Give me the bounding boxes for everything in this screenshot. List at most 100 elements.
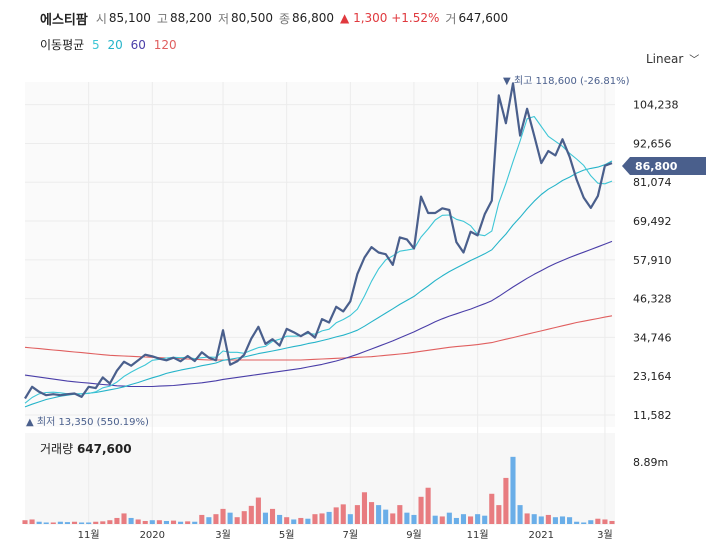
y-tick-label: 23,164 bbox=[633, 370, 672, 383]
volume-bar bbox=[43, 522, 49, 524]
x-tick-label: 3월 bbox=[597, 529, 613, 541]
volume-bar bbox=[29, 519, 35, 524]
moving-average-legend: 이동평균 5 20 60 120 bbox=[40, 36, 181, 53]
ma-legend-item-60[interactable]: 60 bbox=[130, 38, 146, 52]
low-marker: ▲ 최저 13,350 (550.19%) bbox=[26, 416, 149, 428]
volume-bar bbox=[227, 512, 233, 524]
volume-bar bbox=[156, 520, 162, 524]
volume-bar bbox=[383, 509, 389, 524]
high-value: 88,200 bbox=[169, 11, 212, 25]
volume-axis-label: 8.89m bbox=[633, 456, 668, 469]
volume-bar bbox=[595, 518, 601, 524]
volume-bar bbox=[319, 513, 325, 524]
y-tick-label: 57,910 bbox=[633, 254, 672, 267]
volume-bar bbox=[312, 514, 318, 524]
open-label: 시 bbox=[95, 11, 107, 26]
low-label: 저 bbox=[217, 11, 229, 26]
current-price-tag: 86,800 bbox=[622, 157, 706, 175]
volume-panel-title: 거래량 bbox=[40, 442, 74, 456]
ma-legend-item-5[interactable]: 5 bbox=[92, 38, 100, 52]
volume-bar bbox=[234, 517, 240, 524]
volume-bar bbox=[269, 508, 276, 524]
volume-label: 거 bbox=[445, 11, 457, 26]
volume-bar bbox=[79, 522, 85, 524]
volume-bar bbox=[142, 520, 148, 524]
ma-legend-item-120[interactable]: 120 bbox=[153, 38, 177, 52]
volume-plot-area bbox=[25, 433, 615, 525]
ma120-line bbox=[24, 315, 613, 361]
ma60-line bbox=[24, 240, 613, 388]
stock-header: 에스티팜 시 85,100 고 88,200 저 80,500 종 86,800… bbox=[40, 8, 514, 28]
change-value: ▲ 1,300 +1.52% bbox=[340, 11, 440, 25]
volume-bar bbox=[390, 513, 396, 524]
close-value: 86,800 bbox=[292, 11, 335, 25]
y-tick-label: 46,328 bbox=[633, 293, 672, 306]
x-tick-label: 9월 bbox=[406, 529, 422, 541]
volume-bar bbox=[496, 505, 502, 524]
y-tick-label: 81,074 bbox=[633, 176, 672, 189]
volume-bar bbox=[538, 516, 544, 524]
volume-bar bbox=[149, 520, 155, 524]
volume-bar bbox=[482, 515, 488, 524]
volume-bar bbox=[545, 514, 551, 524]
volume-bar bbox=[291, 519, 297, 524]
volume-bar bbox=[397, 505, 403, 524]
high-marker: ▼ 최고 118,600 (-26.81%) bbox=[503, 75, 630, 87]
volume-bar bbox=[248, 505, 254, 524]
volume-bar bbox=[107, 520, 113, 524]
volume-bar bbox=[284, 517, 290, 524]
volume-bar bbox=[57, 521, 63, 524]
volume-bar bbox=[241, 511, 247, 524]
x-tick-label: 3월 bbox=[215, 529, 231, 541]
volume-bar bbox=[121, 513, 127, 524]
volume-bar bbox=[71, 521, 78, 524]
open-value: 85,100 bbox=[108, 11, 151, 25]
volume-bar bbox=[185, 521, 191, 524]
x-tick-label: 2021 bbox=[529, 530, 554, 541]
volume-bar bbox=[347, 514, 353, 524]
volume-bar bbox=[64, 522, 70, 524]
volume-bar bbox=[100, 521, 106, 524]
volume-bar bbox=[86, 522, 92, 524]
volume-bar bbox=[552, 517, 558, 524]
ma-legend-label: 이동평균 bbox=[40, 38, 85, 52]
close-label: 종 bbox=[278, 11, 291, 26]
volume-bar bbox=[489, 493, 495, 524]
high-label: 고 bbox=[156, 11, 168, 26]
current-price-label: 86,800 bbox=[635, 160, 678, 173]
x-tick-label: 7월 bbox=[343, 529, 359, 541]
ma-legend-item-20[interactable]: 20 bbox=[107, 38, 123, 52]
volume-bar bbox=[128, 517, 134, 524]
volume-bar bbox=[305, 518, 311, 524]
volume-bar bbox=[376, 505, 382, 524]
stock-name: 에스티팜 bbox=[40, 12, 88, 28]
volume-bar bbox=[206, 517, 212, 524]
volume-bar bbox=[298, 517, 304, 524]
scale-selector[interactable]: Linear ﹀ bbox=[646, 51, 699, 66]
y-tick-label: 34,746 bbox=[633, 331, 672, 344]
volume-bar bbox=[213, 514, 219, 524]
volume-bar bbox=[93, 521, 99, 524]
volume-bar bbox=[574, 521, 580, 524]
low-value: 80,500 bbox=[230, 11, 273, 25]
volume-bar bbox=[192, 521, 198, 524]
volume-bar bbox=[475, 514, 481, 524]
volume-bar bbox=[199, 514, 205, 524]
scale-label: Linear bbox=[646, 52, 684, 66]
volume-bar bbox=[354, 505, 360, 524]
volume-bar bbox=[531, 514, 537, 524]
x-tick-label: 11월 bbox=[467, 529, 489, 541]
volume-bar bbox=[368, 502, 375, 524]
volume-bar bbox=[277, 514, 283, 524]
volume-bar bbox=[517, 505, 523, 524]
volume-bar bbox=[170, 520, 177, 524]
volume-value: 647,600 bbox=[458, 11, 509, 25]
volume-bar bbox=[163, 520, 169, 524]
volume-bar bbox=[581, 522, 587, 524]
y-tick-label: 69,492 bbox=[633, 215, 672, 228]
volume-bar bbox=[404, 512, 410, 524]
volume-bar bbox=[361, 492, 368, 524]
volume-bar bbox=[333, 507, 339, 524]
volume-bar bbox=[36, 521, 42, 524]
